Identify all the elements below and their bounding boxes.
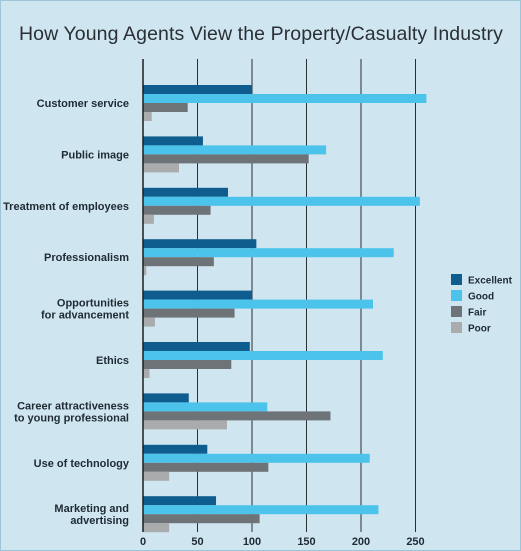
category-label: Use of technology [34, 458, 130, 470]
legend-swatch-poor [451, 322, 462, 333]
category-labels: Customer service Public image Treatment of… [3, 98, 130, 527]
x-tick-label: 250 [406, 536, 424, 548]
bar-poor-1 [143, 163, 179, 173]
category-label: Marketing and [54, 503, 129, 515]
bar-good-8 [143, 505, 379, 515]
bar-poor-4 [143, 317, 155, 327]
bar-poor-7 [143, 471, 170, 481]
bar-excellent-2 [143, 187, 229, 197]
legend-label-fair: Fair [468, 308, 486, 319]
bar-good-2 [143, 196, 420, 206]
category-label: to young professional [14, 412, 129, 424]
bar-good-0 [143, 94, 427, 103]
bar-poor-6 [143, 420, 227, 430]
bar-poor-3 [143, 266, 147, 276]
bar-excellent-5 [143, 342, 250, 351]
bar-poor-5 [143, 369, 150, 378]
category-label: Public image [61, 149, 129, 161]
category-label: Professionalism [44, 252, 129, 264]
category-label: Treatment of employees [3, 201, 129, 213]
bar-excellent-3 [143, 239, 257, 249]
x-tick-labels: 0 50 100 150 200 250 [140, 536, 425, 548]
bar-excellent-7 [143, 444, 208, 454]
bar-poor-2 [143, 214, 154, 224]
bar-fair-3 [143, 257, 214, 267]
chart-title: How Young Agents View the Property/Casua… [19, 23, 503, 45]
bar-fair-4 [143, 308, 235, 318]
legend-label-excellent: Excellent [468, 276, 513, 287]
bar-excellent-6 [143, 393, 189, 403]
legend-swatch-good [451, 290, 462, 301]
bar-fair-1 [143, 154, 309, 164]
category-label: Customer service [37, 98, 129, 110]
bar-excellent-0 [143, 85, 252, 94]
legend: Excellent Good Fair Poor [451, 274, 513, 335]
bar-poor-8 [143, 523, 170, 533]
x-tick-label: 200 [352, 536, 370, 548]
bar-poor-0 [143, 112, 152, 121]
category-label: advertising [70, 515, 129, 527]
bar-fair-6 [143, 411, 331, 421]
legend-label-poor: Poor [468, 324, 491, 335]
category-label: for advancement [41, 310, 129, 322]
bar-good-1 [143, 145, 327, 155]
bar-fair-5 [143, 360, 232, 369]
bar-fair-8 [143, 514, 260, 524]
x-tick-label: 0 [140, 536, 146, 548]
bar-fair-7 [143, 462, 269, 472]
bars [143, 85, 427, 533]
x-tick-label: 100 [243, 536, 261, 548]
legend-swatch-fair [451, 306, 462, 317]
x-tick-label: 150 [297, 536, 315, 548]
category-label: Ethics [96, 355, 129, 367]
bar-fair-0 [143, 103, 188, 112]
legend-swatch-excellent [451, 274, 462, 285]
category-label: Career attractiveness [17, 400, 129, 412]
bar-good-6 [143, 402, 268, 412]
bar-excellent-8 [143, 496, 217, 506]
bar-good-4 [143, 299, 373, 309]
bar-good-5 [143, 351, 383, 360]
x-tick-label: 50 [191, 536, 203, 548]
bar-excellent-1 [143, 136, 203, 146]
bar-good-3 [143, 248, 394, 258]
bar-fair-2 [143, 205, 211, 215]
category-label: Opportunities [57, 298, 129, 310]
legend-label-good: Good [468, 292, 494, 303]
bar-excellent-4 [143, 290, 252, 300]
bar-good-7 [143, 453, 370, 463]
